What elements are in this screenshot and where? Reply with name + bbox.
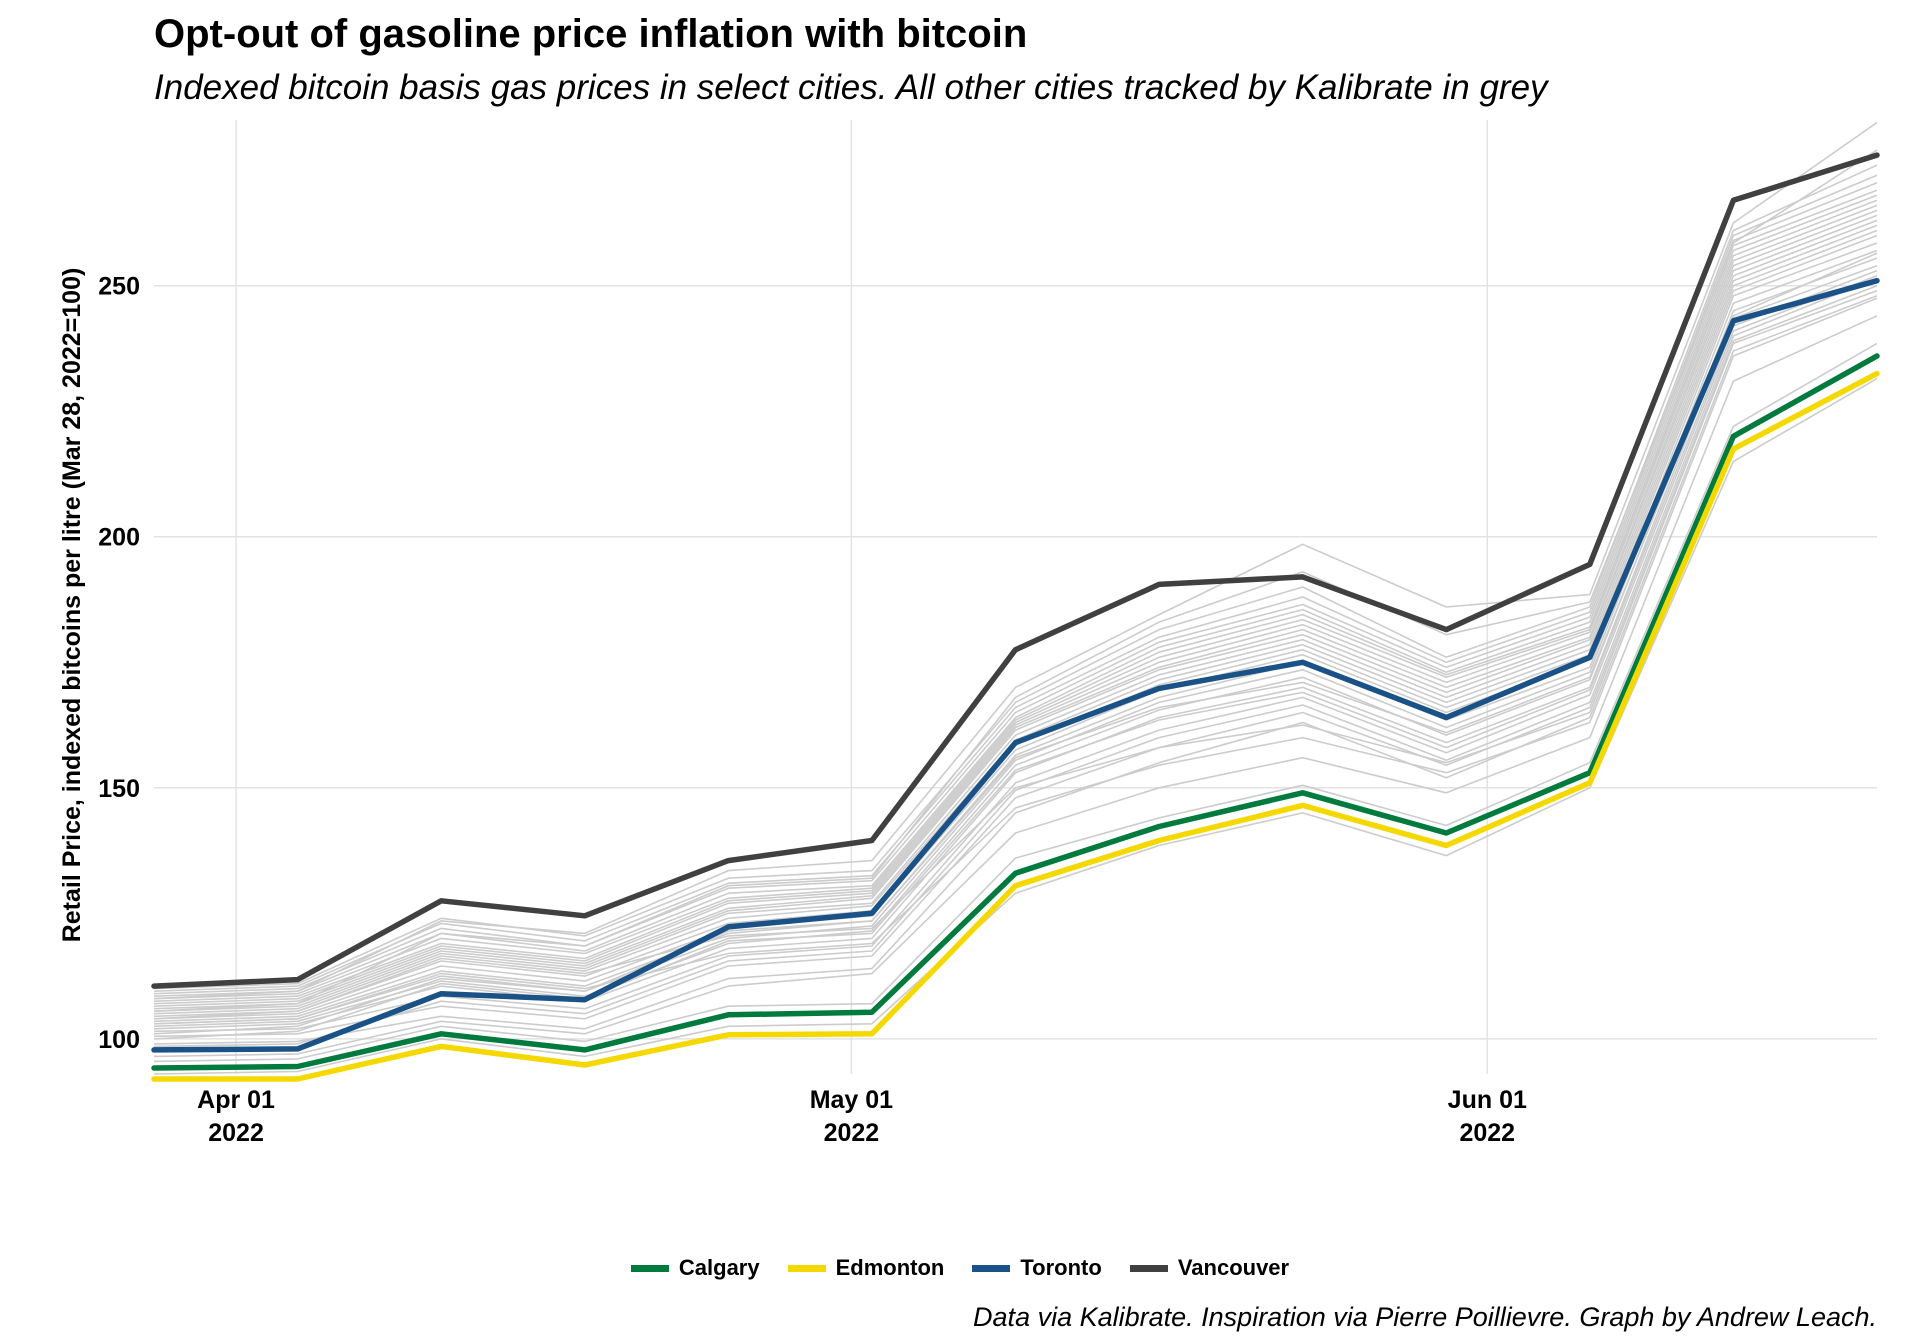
- line-chart: 100 150 200 250 Apr 01 2022 May 01 2022 Jun 01 2…: [58, 120, 1880, 1147]
- background-city-line: [153, 121, 1878, 1000]
- background-city-line: [153, 249, 1878, 1025]
- background-city-line: [153, 214, 1878, 1010]
- x-tick-label: Apr 01: [197, 1086, 275, 1114]
- background-city-line: [153, 182, 1878, 995]
- y-tick-label: 200: [98, 524, 140, 552]
- background-city-line: [153, 242, 1878, 1023]
- background-city-line: [153, 297, 1878, 1025]
- background-city-line: [153, 209, 1878, 1007]
- y-axis-label: Retail Price, indexed bitcoins per litre…: [58, 268, 86, 943]
- background-city-line: [153, 257, 1878, 1028]
- background-city-lines: [153, 121, 1878, 1075]
- y-tick-label: 150: [98, 775, 140, 803]
- legend-label: Edmonton: [835, 1255, 945, 1280]
- series-line-calgary: [151, 353, 1880, 1071]
- background-city-line: [153, 224, 1878, 1015]
- chart-caption: Data via Kalibrate. Inspiration via Pier…: [973, 1302, 1877, 1332]
- background-city-line: [153, 149, 1878, 1012]
- legend-item-toronto: Toronto: [972, 1255, 1102, 1281]
- legend-label: Vancouver: [1177, 1255, 1290, 1280]
- x-tick-label: Jun 01: [1448, 1086, 1527, 1114]
- x-tick-label: May 01: [810, 1086, 893, 1114]
- background-city-line: [153, 194, 1878, 1000]
- legend-label: Calgary: [678, 1255, 760, 1280]
- background-city-line: [153, 199, 1878, 1002]
- y-tick-label: 250: [98, 273, 140, 301]
- background-city-line: [153, 289, 1878, 1020]
- legend-item-calgary: Calgary: [630, 1255, 760, 1281]
- background-city-line: [153, 174, 1878, 992]
- background-city-line: [153, 264, 1878, 1030]
- y-tick-label: 100: [98, 1026, 140, 1054]
- legend-item-vancouver: Vancouver: [1129, 1255, 1290, 1281]
- background-city-line: [153, 204, 1878, 1005]
- background-city-line: [153, 377, 1878, 1075]
- highlighted-city-lines: [151, 152, 1880, 1082]
- x-axis-ticks: Apr 01 2022 May 01 2022 Jun 01 2022: [197, 1086, 1527, 1147]
- legend-swatch: [1129, 1264, 1168, 1272]
- background-city-line: [153, 219, 1878, 1012]
- legend-item-edmonton: Edmonton: [787, 1255, 945, 1281]
- background-city-line: [153, 164, 1878, 990]
- background-city-line: [153, 284, 1878, 1038]
- x-tick-year-label: 2022: [1459, 1119, 1515, 1147]
- legend-swatch: [630, 1264, 669, 1272]
- legend-label: Toronto: [1020, 1255, 1102, 1280]
- series-line-toronto: [151, 277, 1880, 1053]
- legend: Calgary Edmonton Toronto Vancouver: [0, 1255, 1920, 1281]
- chart-title: Opt-out of gasoline price inflation with…: [154, 12, 1028, 56]
- y-axis-ticks: 100 150 200 250: [98, 273, 140, 1054]
- series-line-vancouver: [151, 152, 1880, 989]
- background-city-line: [153, 269, 1878, 1040]
- legend-swatch: [972, 1264, 1011, 1272]
- x-tick-year-label: 2022: [208, 1119, 264, 1147]
- chart-subtitle: Indexed bitcoin basis gas prices in sele…: [154, 68, 1548, 107]
- background-city-line: [153, 342, 1878, 1063]
- background-city-line: [153, 294, 1878, 1045]
- background-city-line: [153, 315, 1878, 1058]
- x-tick-year-label: 2022: [824, 1119, 880, 1147]
- background-city-line: [153, 277, 1878, 1048]
- legend-swatch: [787, 1264, 826, 1272]
- series-line-edmonton: [151, 370, 1880, 1082]
- background-city-line: [153, 252, 1878, 1035]
